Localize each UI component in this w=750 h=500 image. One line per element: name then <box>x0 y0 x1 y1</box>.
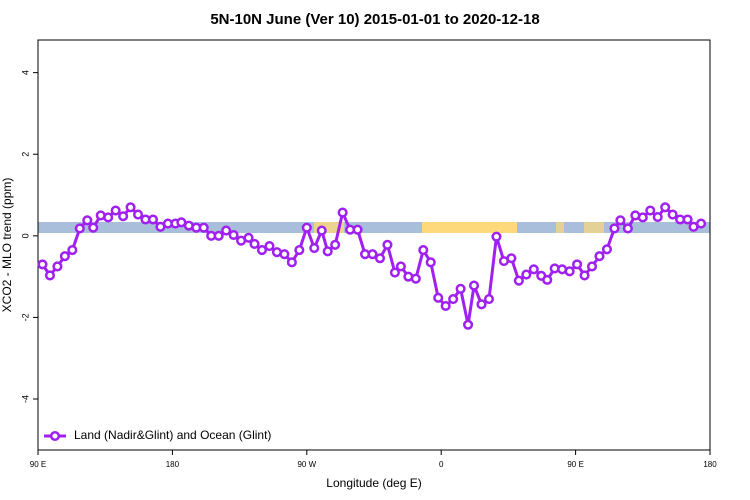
data-point <box>637 212 648 223</box>
data-point <box>52 261 63 272</box>
land-strip <box>584 222 604 233</box>
data-point <box>88 222 99 233</box>
data-point <box>506 253 517 264</box>
plot-frame <box>37 39 711 451</box>
data-point <box>542 274 553 285</box>
data-point <box>125 202 136 213</box>
data-point <box>147 214 159 225</box>
land-strip <box>314 222 344 233</box>
y-tick-label: 0 <box>20 233 30 238</box>
data-point <box>37 259 48 270</box>
x-tick-label: 180 <box>703 460 717 469</box>
data-point <box>44 270 55 281</box>
x-tick-label: 0 <box>439 460 444 469</box>
data-point <box>367 249 378 260</box>
data-point <box>440 300 451 312</box>
data-point <box>660 202 671 213</box>
data-point <box>521 269 532 280</box>
data-point <box>594 251 605 262</box>
legend-marker <box>49 430 61 442</box>
data-point <box>395 261 406 272</box>
y-tick-label: -2 <box>20 313 30 321</box>
y-tick-label: 2 <box>20 152 30 157</box>
y-axis-label: XCO2 - MLO trend (ppm) <box>0 178 14 313</box>
x-tick-label: 180 <box>166 460 180 469</box>
data-point <box>609 223 620 234</box>
data-point <box>294 245 305 256</box>
data-point <box>586 261 598 272</box>
data-point <box>410 273 421 284</box>
data-point <box>301 222 312 233</box>
land-strip <box>422 222 517 233</box>
data-point <box>382 239 393 250</box>
data-point <box>243 232 254 243</box>
data-point <box>221 225 232 236</box>
data-point <box>322 246 333 257</box>
data-point <box>425 257 436 268</box>
data-point <box>337 207 348 218</box>
land-mask <box>38 222 710 233</box>
data-point <box>82 215 93 226</box>
data-point <box>264 240 275 252</box>
data-point <box>564 266 575 277</box>
y-tick-label: 4 <box>20 70 30 75</box>
data-point <box>59 251 70 262</box>
data-point <box>418 245 429 256</box>
data-point <box>448 294 459 305</box>
data-point <box>198 222 209 233</box>
data-point <box>256 245 268 256</box>
data-point <box>103 212 114 223</box>
data-point <box>483 294 495 305</box>
land-strip <box>556 222 564 233</box>
data-point <box>309 243 320 254</box>
data-point <box>228 229 239 241</box>
data-point <box>455 283 466 294</box>
data-point <box>74 223 85 234</box>
data-point <box>682 214 693 225</box>
data-point <box>133 209 144 220</box>
data-point <box>476 299 487 310</box>
ocean-strip <box>38 222 710 233</box>
data-point <box>528 264 539 275</box>
data-point <box>67 245 78 256</box>
data-point <box>513 275 524 286</box>
chart-title: 5N-10N June (Ver 10) 2015-01-01 to 2020-… <box>210 11 539 28</box>
data-point <box>667 209 678 220</box>
data-point <box>433 292 444 303</box>
data-point <box>286 257 297 268</box>
legend-label: Land (Nadir&Glint) and Ocean (Glint) <box>74 428 271 442</box>
data-point <box>249 238 260 250</box>
data-point <box>330 239 341 250</box>
data-point <box>316 225 327 236</box>
data-point <box>491 231 502 242</box>
x-tick-label: 90 W <box>297 460 316 469</box>
data-point <box>652 212 663 223</box>
data-point <box>579 270 590 281</box>
data-point <box>695 218 707 229</box>
data-point <box>374 253 386 264</box>
data-point <box>110 205 121 216</box>
data-point <box>279 249 290 260</box>
data-point <box>572 259 583 270</box>
data-point <box>389 267 400 278</box>
data-point <box>645 205 656 216</box>
x-axis-label: Longitude (deg E) <box>326 476 421 490</box>
data-point <box>352 224 363 235</box>
data-point <box>118 211 129 222</box>
x-tick-label: 90 E <box>567 460 583 469</box>
data-point <box>469 280 480 291</box>
data-point <box>622 223 633 234</box>
x-tick-label: 90 E <box>30 460 46 469</box>
data-point <box>615 215 626 226</box>
data-point <box>213 230 224 241</box>
data-point <box>601 244 613 255</box>
y-tick-label: -4 <box>20 395 30 403</box>
data-point <box>463 319 474 330</box>
